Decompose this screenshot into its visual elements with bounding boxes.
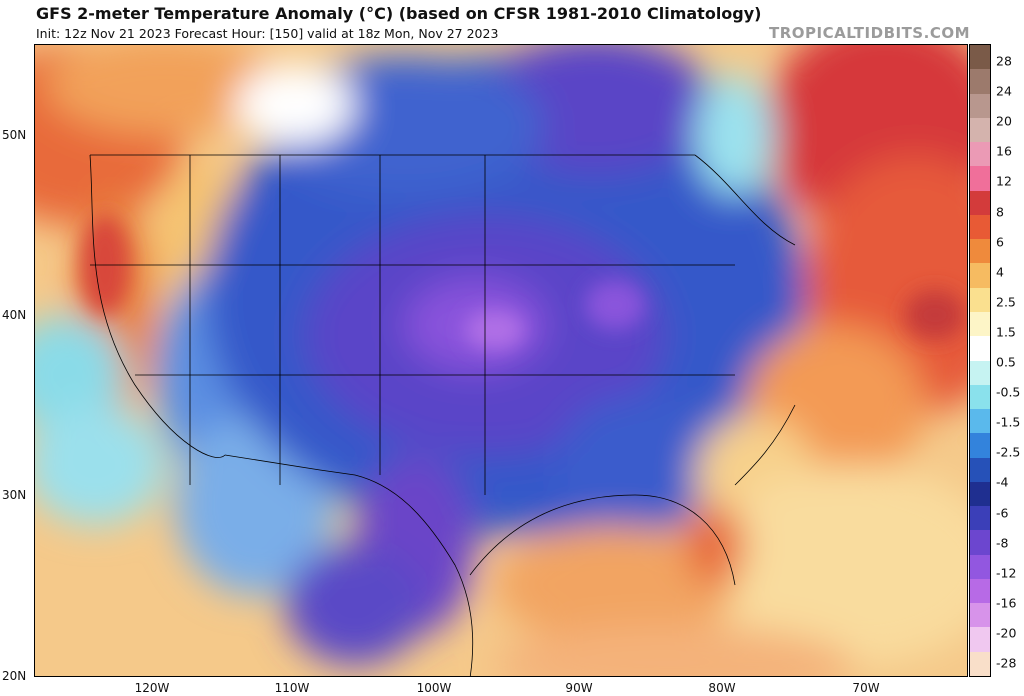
colorbar-tick-label: 12 [996,173,1012,189]
lon-label-80w: 80W [708,681,736,695]
colorbar-swatch [970,214,990,240]
colorbar-swatch [970,530,990,556]
colorbar-swatch [970,239,990,264]
colorbar-tick-label: 8 [996,204,1004,219]
colorbar-tick-label: -0.5 [996,384,1021,400]
colorbar-tick-label: 24 [996,83,1012,99]
colorbar-swatch [970,287,990,313]
colorbar-swatch [970,166,990,192]
anomaly-highlights [80,215,965,350]
colorbar [969,44,991,677]
chart-title: GFS 2-meter Temperature Anomaly (°C) (ba… [36,4,762,23]
colorbar-swatch [970,627,990,653]
lon-label-70w: 70W [852,681,880,695]
colorbar-swatch [970,69,990,95]
lat-label-30n: 30N [2,488,27,502]
colorbar-swatch [970,578,990,604]
colorbar-swatch [970,603,990,628]
anomaly-map [34,44,968,677]
colorbar-swatch [970,554,990,580]
political-boundaries [89,154,796,676]
colorbar-tick-label: 16 [996,143,1012,159]
colorbar-tick-label: -2.5 [996,444,1021,460]
colorbar-tick-label: -6 [996,505,1009,520]
colorbar-swatch [970,360,990,386]
lat-label-40n: 40N [2,308,27,322]
colorbar-tick-label: -20 [996,625,1017,641]
lat-label-20n: 20N [2,669,27,683]
colorbar-swatch [970,93,990,119]
colorbar-tick-label: -12 [996,565,1017,581]
colorbar-swatch [970,311,990,337]
colorbar-swatch [970,481,990,507]
colorbar-swatch [970,506,990,531]
colorbar-swatch [970,384,990,410]
colorbar-swatch [970,409,990,434]
colorbar-tick-label: -28 [996,655,1017,671]
colorbar-tick-label: 0.5 [996,354,1016,370]
colorbar-swatch [970,117,990,143]
colorbar-swatch [970,142,990,167]
colorbar-swatch [970,433,990,459]
lon-label-100w: 100W [416,681,452,695]
colorbar-swatch [970,263,990,289]
colorbar-swatch [970,651,990,677]
colorbar-swatch [970,336,990,361]
colorbar-swatch [970,457,990,483]
brand-watermark: TROPICALTIDBITS.COM [769,24,970,42]
colorbar-swatch [970,45,990,70]
anomaly-map-svg [35,45,967,676]
colorbar-tick-label: -4 [996,474,1009,490]
anomaly-field [35,45,967,676]
lat-label-50n: 50N [2,128,27,142]
colorbar-tick-label: 20 [996,113,1012,129]
colorbar-tick-label: 28 [996,53,1012,69]
lon-label-120w: 120W [134,681,170,695]
colorbar-tick-label: -1.5 [996,414,1021,430]
lon-label-110w: 110W [274,681,310,695]
colorbar-tick-label: 4 [996,264,1004,280]
chart-subtitle: Init: 12z Nov 21 2023 Forecast Hour: [15… [36,26,499,41]
colorbar-tick-label: 6 [996,234,1004,250]
lon-label-90w: 90W [565,681,593,695]
colorbar-tick-label: 2.5 [996,294,1016,310]
colorbar-tick-label: -16 [996,595,1017,611]
colorbar-swatch [970,190,990,216]
colorbar-tick-label: 1.5 [996,324,1016,340]
colorbar-tick-label: -8 [996,535,1009,551]
